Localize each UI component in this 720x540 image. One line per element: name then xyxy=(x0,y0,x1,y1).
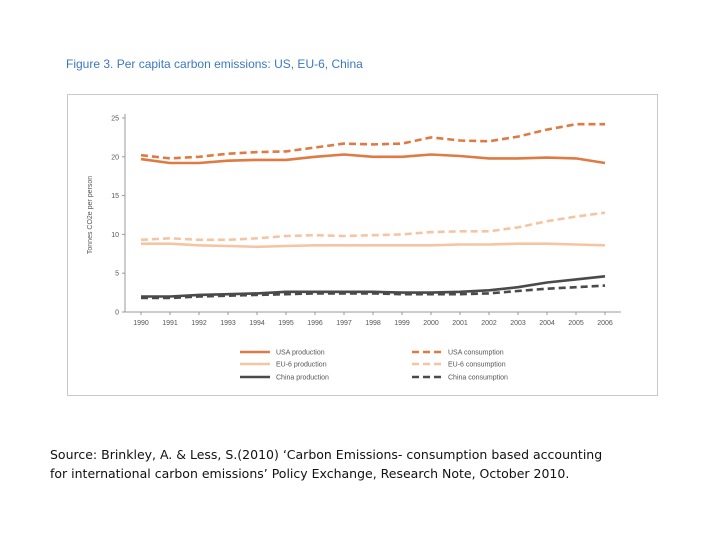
x-tick-label: 2004 xyxy=(539,320,555,327)
x-tick-label: 2000 xyxy=(423,320,439,327)
x-tick-label: 1993 xyxy=(220,320,236,327)
y-tick-label: 25 xyxy=(111,116,119,123)
series-line-eu-6-production xyxy=(141,242,606,249)
x-tick-label: 1995 xyxy=(278,320,294,327)
y-axis-label: Tonnes CO2e per person xyxy=(87,176,94,254)
line-chart: 0 5 10 15 20 25 1990 1991 1992 1993 1994 1995 1996 19… xyxy=(87,114,621,382)
series-layer xyxy=(140,122,606,300)
x-tick-label: 1999 xyxy=(394,320,410,327)
y-tick-label: 5 xyxy=(115,271,119,278)
source-citation: Source: Brinkley, A. & Less, S.(2010) ‘C… xyxy=(50,445,602,483)
x-tick-label: 1992 xyxy=(191,320,207,327)
y-tick-label: 10 xyxy=(111,232,119,239)
x-tick-label: 2001 xyxy=(452,320,468,327)
chart-axes: 0 5 10 15 20 25 1990 1991 1992 1993 1994 1995 1996 19… xyxy=(87,114,621,327)
legend-label: USA production xyxy=(276,350,325,357)
figure-title: Figure 3. Per capita carbon emissions: U… xyxy=(66,57,363,71)
series-line-eu-6-consumption xyxy=(140,211,606,242)
chart-legend: USA production USA consumption EU-6 produc… xyxy=(240,350,508,382)
x-tick-label: 1991 xyxy=(162,320,178,327)
source-line-1: Source: Brinkley, A. & Less, S.(2010) ‘C… xyxy=(50,447,603,462)
y-tick-label: 15 xyxy=(111,193,119,200)
legend-label: EU-6 production xyxy=(276,362,327,369)
y-tick-label: 0 xyxy=(115,310,119,317)
x-tick-label: 1996 xyxy=(307,320,323,327)
x-tick-label: 1990 xyxy=(133,320,149,327)
legend-label: China consumption xyxy=(448,375,508,382)
x-tick-label: 2002 xyxy=(481,320,497,327)
x-tick-label: 1998 xyxy=(365,320,381,327)
y-tick-label: 20 xyxy=(111,154,119,161)
x-tick-label: 1997 xyxy=(336,320,352,327)
legend-label: USA consumption xyxy=(448,350,504,357)
x-tick-label: 1994 xyxy=(249,320,265,327)
legend-label: China production xyxy=(276,375,329,382)
series-line-china-consumption xyxy=(141,284,606,300)
series-line-china-production xyxy=(141,275,606,298)
legend-label: EU-6 consumption xyxy=(448,362,506,369)
series-line-usa-production xyxy=(140,153,606,165)
x-tick-label: 2006 xyxy=(597,320,613,327)
x-tick-label: 2003 xyxy=(510,320,526,327)
x-tick-label: 2005 xyxy=(568,320,584,327)
series-line-usa-consumption xyxy=(140,122,605,160)
source-line-2: for international carbon emissions’ Poli… xyxy=(50,466,570,481)
chart-frame: 0 5 10 15 20 25 1990 1991 1992 1993 1994 1995 1996 19… xyxy=(67,94,658,396)
